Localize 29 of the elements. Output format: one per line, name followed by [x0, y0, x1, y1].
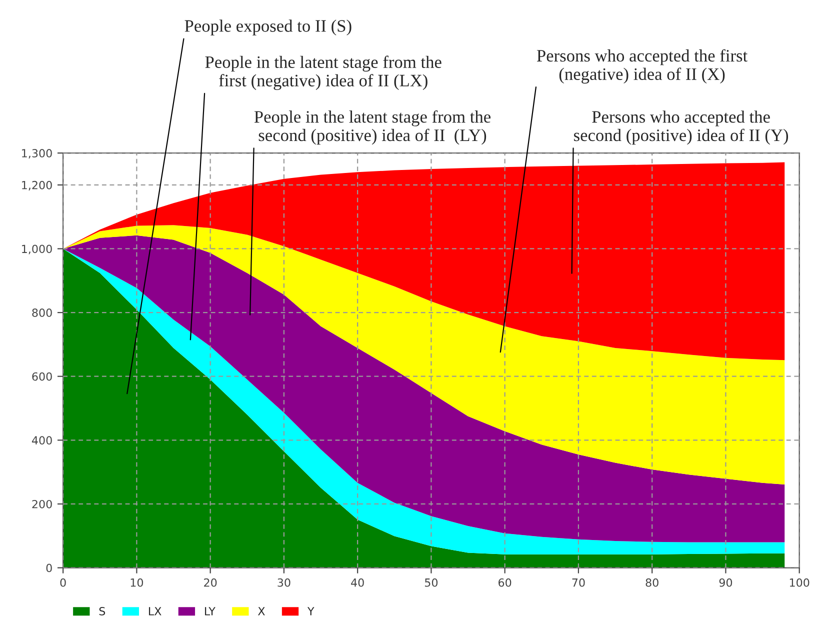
y-tick-label: 800 [32, 308, 52, 317]
x-tick-label: 50 [424, 578, 438, 587]
x-tick-label: 10 [130, 578, 144, 587]
x-tick-label: 40 [351, 578, 364, 587]
x-tick-label: 30 [278, 578, 290, 587]
x-tick-label: 80 [646, 578, 658, 587]
y-tick-label: 1,000 [22, 244, 52, 254]
y-tick-label: 1,200 [22, 180, 52, 190]
y-tick-label: 600 [32, 372, 52, 381]
x-tick-label: 70 [572, 578, 585, 587]
x-tick-label: 20 [204, 578, 217, 587]
text: People in the latent stage from the first (negative) idea of II (LX) [205, 56, 442, 90]
y-tick-label: 200 [32, 500, 52, 508]
text: Persons who accepted the second (positive) idea of II (Y) [574, 110, 788, 145]
text: People exposed to II (S) [184, 20, 352, 36]
y-tick-label: 0 [46, 564, 52, 572]
x-tick-label: 90 [719, 578, 732, 587]
legend-label: S [99, 606, 106, 616]
x-tick-label: 0 [60, 578, 66, 587]
x-tick-label: 100 [790, 578, 810, 587]
text: Persons who accepted the first (negative) idea of II (X) [536, 49, 748, 84]
legend-label: LX [148, 607, 162, 616]
text: People in the latent stage from the second (positive) idea of II (LY) [254, 110, 490, 145]
y-tick-label: 400 [32, 436, 52, 445]
legend-label: LY [205, 607, 216, 616]
legend-label: Y [307, 607, 314, 616]
y-tick-label: 1,300 [22, 149, 52, 159]
x-tick-label: 60 [498, 578, 512, 587]
legend-label: X [258, 607, 265, 616]
